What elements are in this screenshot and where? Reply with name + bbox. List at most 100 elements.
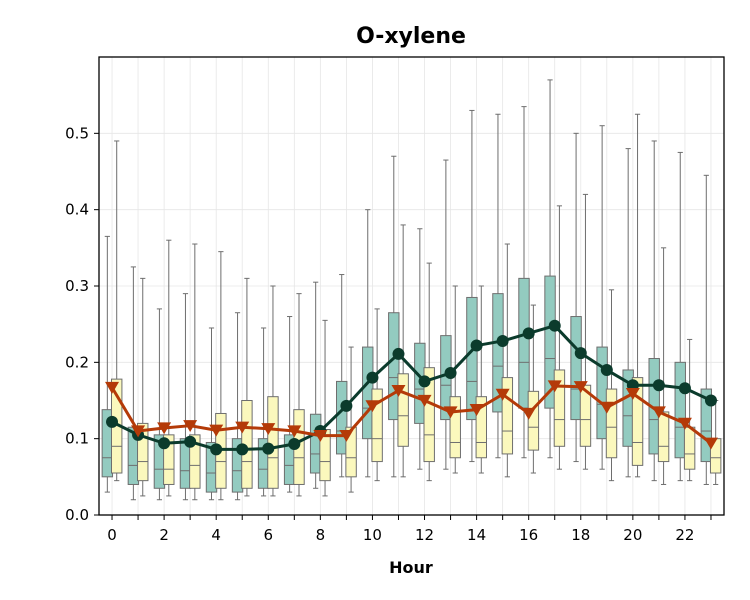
box xyxy=(579,384,592,447)
x-tick-label: 22 xyxy=(675,526,694,544)
data-point xyxy=(105,381,120,394)
box-plot xyxy=(709,400,722,485)
data-point xyxy=(521,407,536,420)
box-plot xyxy=(544,79,556,459)
data-point xyxy=(365,400,380,413)
box-plot xyxy=(397,224,409,478)
x-tick-label: 18 xyxy=(571,526,590,544)
data-point xyxy=(392,347,405,360)
data-point xyxy=(652,379,665,392)
data-point xyxy=(210,443,223,456)
data-point xyxy=(209,424,224,437)
data-point xyxy=(391,384,406,397)
data-point xyxy=(131,425,146,438)
box-plot xyxy=(631,113,644,478)
data-point xyxy=(418,375,431,388)
data-point xyxy=(339,430,354,442)
x-tick-label: 8 xyxy=(316,526,326,544)
box-plot xyxy=(137,277,149,497)
x-tick-label: 2 xyxy=(159,526,169,544)
data-point xyxy=(600,363,613,376)
data-point xyxy=(366,371,379,384)
box-plot xyxy=(319,319,331,497)
box xyxy=(362,346,374,440)
box-plot xyxy=(345,346,357,493)
box xyxy=(267,396,279,489)
box xyxy=(631,377,644,466)
box-plot xyxy=(440,159,452,470)
box xyxy=(336,380,348,455)
data-point xyxy=(261,423,276,436)
data-point xyxy=(184,435,197,448)
box xyxy=(371,388,383,463)
data-point xyxy=(158,437,171,450)
data-point xyxy=(599,401,614,414)
data-point xyxy=(262,442,275,455)
data-point xyxy=(235,421,250,434)
data-point xyxy=(444,367,457,380)
box xyxy=(544,275,556,409)
box xyxy=(492,293,504,413)
data-point xyxy=(678,382,691,395)
box xyxy=(423,367,435,463)
data-point xyxy=(704,394,717,407)
data-point xyxy=(287,425,302,438)
box-plot xyxy=(388,155,400,478)
box xyxy=(700,388,712,463)
box xyxy=(163,434,175,485)
box xyxy=(388,312,400,421)
box xyxy=(553,369,566,447)
box-plot xyxy=(449,285,461,474)
box xyxy=(475,396,488,459)
box xyxy=(189,434,201,489)
box-plot xyxy=(527,304,540,474)
box-plot xyxy=(466,109,478,463)
x-tick-label: 14 xyxy=(467,526,486,544)
box-plot xyxy=(267,285,279,497)
box-plot xyxy=(336,274,348,478)
box-plot xyxy=(501,243,514,478)
data-point xyxy=(417,394,432,407)
box xyxy=(527,390,540,451)
data-point xyxy=(651,406,666,419)
x-tick-label: 0 xyxy=(107,526,117,544)
data-point xyxy=(495,388,510,401)
box xyxy=(466,296,478,421)
box-plots xyxy=(101,79,722,501)
box xyxy=(683,426,696,470)
data-point xyxy=(236,443,249,456)
box xyxy=(501,377,514,455)
data-point xyxy=(625,388,640,400)
box-plot xyxy=(492,113,504,459)
box xyxy=(605,388,618,459)
x-tick-label: 20 xyxy=(623,526,642,544)
box xyxy=(570,316,582,421)
box xyxy=(518,277,530,409)
data-point xyxy=(573,381,588,394)
chart-title: O-xylene xyxy=(356,24,466,49)
data-point xyxy=(574,347,587,360)
x-tick-label: 10 xyxy=(363,526,382,544)
box xyxy=(397,373,409,447)
box xyxy=(345,426,357,478)
box xyxy=(137,422,149,482)
y-tick-label: 0.0 xyxy=(65,506,89,524)
x-axis-label: Hour xyxy=(389,558,433,577)
box xyxy=(674,361,686,459)
data-point xyxy=(677,417,692,430)
plot-frame xyxy=(98,56,725,516)
y-tick-label: 0.4 xyxy=(65,201,89,219)
box xyxy=(449,396,461,459)
data-point xyxy=(313,430,328,442)
data-point xyxy=(469,404,484,416)
box-plot xyxy=(570,132,582,463)
y-tick-label: 0.3 xyxy=(65,277,89,295)
axes: 0 2 4 6 8 10 12 14 16 18 20 22 0.0 0.1 0.2 0.3 0.4 0.5 xyxy=(65,124,712,544)
mean-lines xyxy=(105,319,718,456)
x-tick-label: 12 xyxy=(415,526,434,544)
box xyxy=(657,411,670,463)
x-tick-label: 16 xyxy=(519,526,538,544)
data-point xyxy=(470,339,483,352)
